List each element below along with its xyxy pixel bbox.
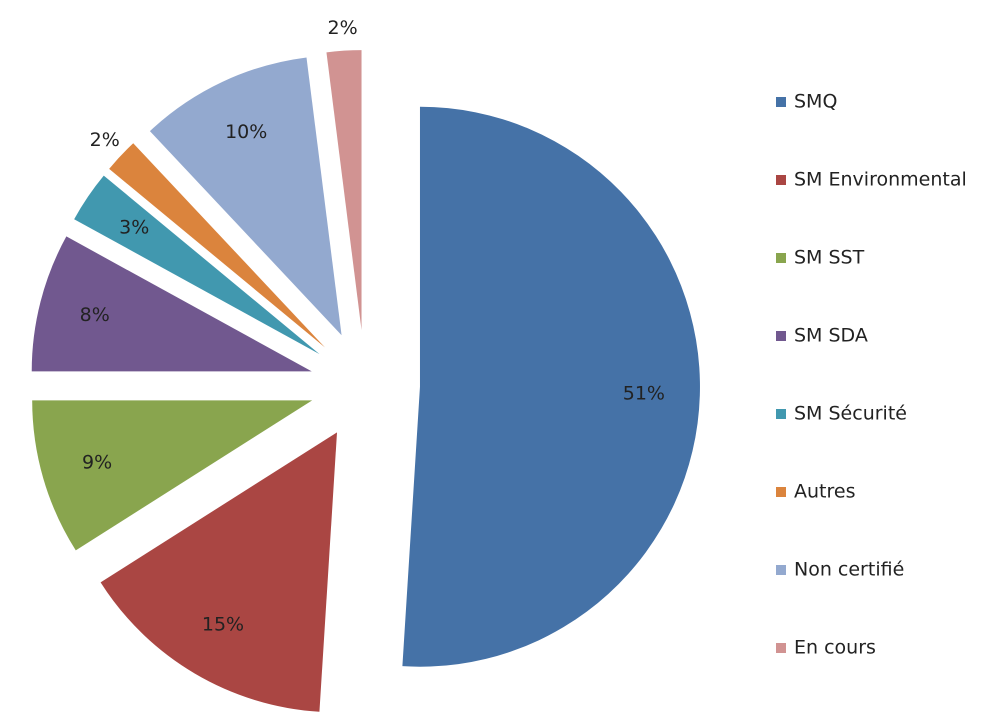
data-label: 2% [90,129,120,151]
data-label: 15% [202,614,244,636]
data-label: 9% [82,451,112,473]
pie-slice [100,432,338,712]
legend-label: Non certifié [794,559,904,581]
legend-swatch [776,487,786,497]
data-label: 10% [225,121,267,143]
legend-label: SM SDA [794,325,868,347]
pie-slice [402,106,700,667]
legend-swatch [776,175,786,185]
data-label: 2% [328,17,358,39]
data-label: 51% [623,382,665,404]
data-label: 8% [80,304,110,326]
legend-label: SM Sécurité [794,403,907,425]
legend-label: En cours [794,637,876,659]
legend-swatch [776,565,786,575]
pie-slice [149,57,342,336]
legend-label: SM SST [794,247,865,269]
pie-slice [109,143,325,348]
pie-slice [31,236,312,372]
data-label: 3% [119,217,149,239]
pie-slice [74,175,320,355]
legend-swatch [776,331,786,341]
legend-swatch [776,643,786,653]
pie-slice [32,400,313,551]
legend-label: Autres [794,481,855,503]
legend-swatch [776,97,786,107]
legend-label: SMQ [794,91,837,113]
legend-label: SM Environmental [794,169,967,191]
pie-slice [326,50,362,331]
legend-swatch [776,409,786,419]
legend-swatch [776,253,786,263]
